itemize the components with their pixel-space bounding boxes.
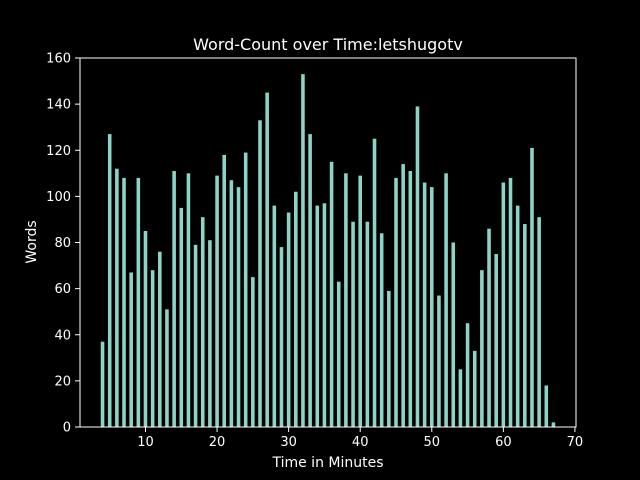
bar-13 <box>165 309 169 427</box>
bar-45 <box>394 177 398 427</box>
y-tick-label: 160 <box>46 52 71 67</box>
bar-19 <box>208 240 212 427</box>
bar-62 <box>515 205 520 427</box>
bar-51 <box>437 295 441 427</box>
bar-38 <box>344 173 348 427</box>
bar-60 <box>501 182 506 427</box>
bar-41 <box>365 221 370 427</box>
bar-31 <box>294 191 298 427</box>
bar-39 <box>351 221 355 427</box>
x-tick-label: 10 <box>137 435 154 450</box>
y-tick-label: 40 <box>54 328 71 343</box>
x-tick-label: 40 <box>352 435 369 450</box>
bar-24 <box>243 152 248 427</box>
x-tick-label: 50 <box>424 435 441 450</box>
bar-25 <box>251 277 255 427</box>
bar-50 <box>429 187 434 427</box>
bar-27 <box>265 92 269 427</box>
bar-63 <box>523 224 527 427</box>
bar-54 <box>458 369 463 427</box>
bar-11 <box>150 270 155 427</box>
bar-67 <box>551 422 556 427</box>
y-tick-label: 100 <box>46 190 71 205</box>
x-tick-label: 30 <box>280 435 297 450</box>
y-tick-label: 0 <box>63 421 71 436</box>
bar-47 <box>408 171 413 427</box>
bar-36 <box>329 161 334 427</box>
bar-56 <box>472 350 477 427</box>
bar-14 <box>172 171 176 427</box>
x-axis: 10 20 30 40 50 60 70 <box>137 427 583 450</box>
bar-5 <box>107 134 112 427</box>
bar-58 <box>487 228 491 427</box>
bar-21 <box>222 154 227 428</box>
bar-22 <box>229 180 234 427</box>
bar-16 <box>186 173 191 427</box>
bar-28 <box>272 205 277 427</box>
bar-59 <box>494 254 498 427</box>
bar-52 <box>444 173 448 427</box>
bar-46 <box>401 164 405 427</box>
bar-66 <box>544 385 549 427</box>
bar-64 <box>530 147 534 427</box>
bar-23 <box>236 187 241 427</box>
bar-44 <box>387 290 391 427</box>
y-tick-label: 80 <box>54 236 71 251</box>
chart-title: Word-Count over Time:letshugotv <box>193 35 463 54</box>
bar-61 <box>508 177 513 427</box>
bar-9 <box>136 177 141 427</box>
y-axis: 0 20 40 60 80 100 120 140 160 <box>46 52 80 436</box>
bar-20 <box>215 175 219 427</box>
bar-37 <box>336 281 341 427</box>
bar-48 <box>415 106 420 428</box>
x-tick-label: 70 <box>567 435 584 450</box>
bar-65 <box>537 217 541 427</box>
bar-8 <box>129 272 133 427</box>
bar-55 <box>465 323 470 427</box>
bar-33 <box>308 134 312 427</box>
x-tick-label: 20 <box>209 435 226 450</box>
bar-32 <box>301 74 305 428</box>
bar-series <box>100 74 556 428</box>
bar-6 <box>115 168 119 427</box>
bar-15 <box>179 207 184 427</box>
bar-30 <box>286 212 291 427</box>
bar-42 <box>372 138 377 427</box>
bar-4 <box>100 341 105 427</box>
x-tick-label: 60 <box>495 435 512 450</box>
bar-18 <box>200 217 205 427</box>
bar-57 <box>480 270 484 427</box>
bar-12 <box>158 251 162 427</box>
bar-49 <box>422 182 427 427</box>
x-axis-label: Time in Minutes <box>271 455 383 471</box>
y-tick-label: 60 <box>54 282 71 297</box>
bar-40 <box>358 175 362 427</box>
bar-35 <box>322 203 327 427</box>
bar-53 <box>451 242 456 427</box>
bar-10 <box>143 230 148 427</box>
bar-43 <box>379 233 384 427</box>
bar-17 <box>193 244 198 427</box>
bar-29 <box>279 247 284 427</box>
bar-26 <box>258 120 262 428</box>
y-tick-label: 140 <box>46 98 71 113</box>
y-tick-label: 120 <box>46 144 71 159</box>
y-axis-label: Words <box>24 220 40 263</box>
bar-7 <box>122 177 126 427</box>
y-tick-label: 20 <box>54 374 71 389</box>
bar-34 <box>315 205 320 427</box>
